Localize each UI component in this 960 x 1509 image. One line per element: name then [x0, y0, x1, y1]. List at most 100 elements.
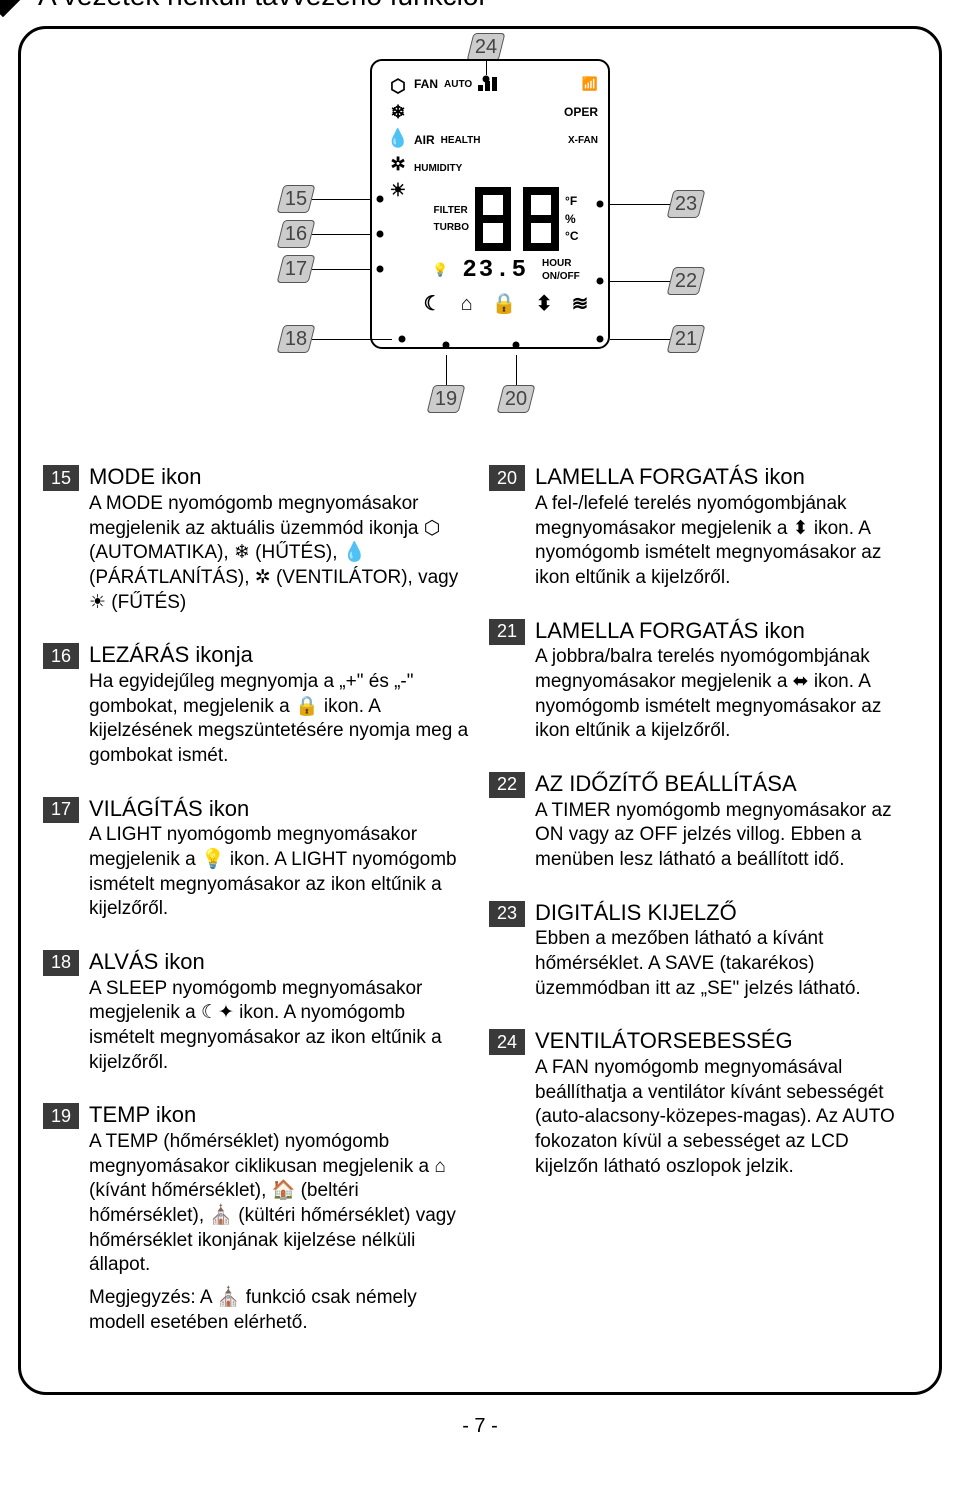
callout-16: 16	[280, 220, 312, 248]
item-body-23: DIGITÁLIS KIJELZŐEbben a mezőben látható…	[535, 899, 917, 1002]
auto-label: AUTO	[444, 78, 472, 91]
item-title-23: DIGITÁLIS KIJELZŐ	[535, 899, 917, 928]
item-number-17: 17	[43, 797, 79, 823]
signal-icon: 📶	[582, 76, 598, 93]
item-body-19: TEMP ikonA TEMP (hőmérséklet) nyomógomb …	[89, 1101, 471, 1335]
item-body-16: LEZÁRÁS ikonjaHa egyidejűleg megnyomja a…	[89, 641, 471, 768]
fan-label: FAN	[414, 77, 438, 93]
health-label: HEALTH	[441, 134, 481, 147]
c-label: °C	[565, 229, 578, 245]
item-20: 20 LAMELLA FORGATÁS ikonA fel-/lefelé ter…	[489, 463, 917, 590]
swing-v-icon: ⬍	[536, 291, 553, 317]
item-number-20: 20	[489, 465, 525, 491]
swing-h-icon: ≋	[572, 291, 589, 317]
description-columns: 15 MODE ikonA MODE nyomógomb megnyomásako…	[43, 463, 917, 1361]
dry-mode-icon: 💧	[387, 127, 409, 149]
item-title-18: ALVÁS ikon	[89, 948, 471, 977]
air-label: AIR	[414, 133, 435, 149]
item-number-15: 15	[43, 465, 79, 491]
item-23: 23 DIGITÁLIS KIJELZŐEbben a mezőben látha…	[489, 899, 917, 1002]
sleep-icon: ☾	[424, 291, 442, 317]
remote-diagram: ⬡ ❄ 💧 ✲ ☀ FAN AUTO 📶 OPER	[170, 45, 790, 445]
page-frame: ⬡ ❄ 💧 ✲ ☀ FAN AUTO 📶 OPER	[18, 26, 942, 1394]
item-text-18: A SLEEP nyomógomb megnyomásakor megjelen…	[89, 977, 471, 1076]
item-title-22: AZ IDŐZÍTŐ BEÁLLÍTÁSA	[535, 770, 917, 799]
lcd-row-fan: FAN AUTO 📶	[414, 71, 598, 97]
callout-18: 18	[280, 325, 312, 353]
heat-mode-icon: ☀	[390, 179, 406, 201]
lock-icon: 🔒	[492, 291, 517, 317]
item-16: 16 LEZÁRÁS ikonjaHa egyidejűleg megnyomja…	[43, 641, 471, 768]
item-body-21: LAMELLA FORGATÁS ikonA jobbra/balra tere…	[535, 617, 917, 744]
page-header: A vezeték nélküli távvezérlő funkciói	[0, 0, 960, 14]
item-number-16: 16	[43, 643, 79, 669]
cool-mode-icon: ❄	[390, 101, 405, 123]
item-number-18: 18	[43, 950, 79, 976]
page-title: A vezeték nélküli távvezérlő funkciói	[32, 0, 491, 14]
seven-segment-icon	[475, 187, 559, 251]
callout-21: 21	[670, 325, 702, 353]
item-15: 15 MODE ikonA MODE nyomógomb megnyomásako…	[43, 463, 471, 615]
item-18: 18 ALVÁS ikonA SLEEP nyomógomb megnyomása…	[43, 948, 471, 1075]
item-number-22: 22	[489, 772, 525, 798]
filter-label: FILTER	[433, 204, 469, 217]
item-title-24: VENTILÁTORSEBESSÉG	[535, 1027, 917, 1056]
item-text-23: Ebben a mezőben látható a kívánt hőmérsé…	[535, 927, 917, 1001]
item-21: 21 LAMELLA FORGATÁS ikonA jobbra/balra te…	[489, 617, 917, 744]
item-text-17: A LIGHT nyomógomb megnyomásakor megjelen…	[89, 823, 471, 922]
item-title-20: LAMELLA FORGATÁS ikon	[535, 463, 917, 492]
item-24: 24 VENTILÁTORSEBESSÉGA FAN nyomógomb megn…	[489, 1027, 917, 1179]
item-body-17: VILÁGÍTÁS ikonA LIGHT nyomógomb megnyomá…	[89, 795, 471, 922]
percent-label: %	[565, 212, 578, 228]
item-number-24: 24	[489, 1029, 525, 1055]
onoff-label: ON/OFF	[542, 270, 580, 283]
item-text-15: A MODE nyomógomb megnyomásakor megjeleni…	[89, 492, 471, 615]
left-column: 15 MODE ikonA MODE nyomógomb megnyomásako…	[43, 463, 471, 1361]
item-number-23: 23	[489, 901, 525, 927]
item-title-16: LEZÁRÁS ikonja	[89, 641, 471, 670]
item-body-15: MODE ikonA MODE nyomógomb megnyomásakor …	[89, 463, 471, 615]
item-title-15: MODE ikon	[89, 463, 471, 492]
big-digits: FILTER TURBO °F % °C	[414, 183, 598, 255]
item-text-24: A FAN nyomógomb megnyomásával beállíthat…	[535, 1056, 917, 1179]
item-number-21: 21	[489, 619, 525, 645]
light-icon: 💡	[432, 262, 448, 279]
callout-22: 22	[670, 267, 702, 295]
oper-label: OPER	[564, 105, 598, 121]
house-temp-icon: ⌂	[461, 291, 473, 317]
bullet-diamond-icon	[0, 0, 24, 17]
item-title-19: TEMP ikon	[89, 1101, 471, 1130]
auto-mode-icon: ⬡	[390, 75, 406, 97]
lcd-screen: ⬡ ❄ 💧 ✲ ☀ FAN AUTO 📶 OPER	[370, 59, 610, 349]
item-text-19: A TEMP (hőmérséklet) nyomógomb megnyomás…	[89, 1130, 471, 1278]
item-text-21: A jobbra/balra terelés nyomógombjának me…	[535, 645, 917, 744]
right-column: 20LAMELLA FORGATÁS ikonA fel-/lefelé ter…	[489, 463, 917, 1361]
item-body-18: ALVÁS ikonA SLEEP nyomógomb megnyomásako…	[89, 948, 471, 1075]
item-text-16: Ha egyidejűleg megnyomja a „+" és „-" go…	[89, 670, 471, 769]
callout-19: 19	[430, 385, 462, 413]
callout-15: 15	[280, 185, 312, 213]
callout-24: 24	[470, 33, 502, 61]
item-number-19: 19	[43, 1103, 79, 1129]
item-22: 22 AZ IDŐZÍTŐ BEÁLLÍTÁSAA TIMER nyomógomb…	[489, 770, 917, 873]
page-number: - 7 -	[0, 1413, 960, 1439]
callout-17: 17	[280, 255, 312, 283]
xfan-label: X-FAN	[568, 134, 598, 147]
hour-label: HOUR	[542, 257, 580, 270]
item-text-20: A fel-/lefelé terelés nyomógombjának meg…	[535, 492, 917, 591]
item-17: 17 VILÁGÍTÁS ikonA LIGHT nyomógomb megnyo…	[43, 795, 471, 922]
item-title-21: LAMELLA FORGATÁS ikon	[535, 617, 917, 646]
item-note-19: Megjegyzés: A ⛪ funkció csak némely mode…	[89, 1286, 471, 1335]
item-body-22: AZ IDŐZÍTŐ BEÁLLÍTÁSAA TIMER nyomógomb m…	[535, 770, 917, 873]
callout-20: 20	[500, 385, 532, 413]
lcd-bottom-row: ☾ ⌂ 🔒 ⬍ ≋	[414, 291, 598, 317]
callout-23: 23	[670, 190, 702, 218]
f-label: °F	[565, 194, 578, 210]
lcd-mode-icons: ⬡ ❄ 💧 ✲ ☀	[382, 75, 414, 201]
item-19: 19 TEMP ikonA TEMP (hőmérséklet) nyomógom…	[43, 1101, 471, 1335]
item-text-22: A TIMER nyomógomb megnyomásakor az ON va…	[535, 799, 917, 873]
fan-mode-icon: ✲	[390, 153, 405, 175]
timer-value: 23.5	[462, 255, 528, 286]
item-body-24: VENTILÁTORSEBESSÉGA FAN nyomógomb megnyo…	[535, 1027, 917, 1179]
item-body-20: LAMELLA FORGATÁS ikonA fel-/lefelé terel…	[535, 463, 917, 590]
